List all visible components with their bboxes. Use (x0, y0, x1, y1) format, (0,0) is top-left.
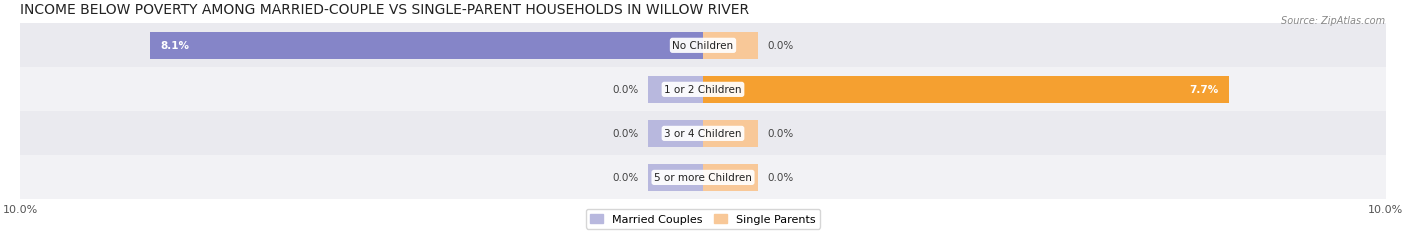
Text: Source: ZipAtlas.com: Source: ZipAtlas.com (1281, 16, 1385, 26)
Text: 0.0%: 0.0% (612, 129, 638, 139)
Bar (648, 164, 703, 191)
Bar (21, 24, 1385, 68)
Text: 0.0%: 0.0% (612, 85, 638, 95)
Bar (21, 156, 1385, 200)
Bar (21, 68, 1385, 112)
Legend: Married Couples, Single Parents: Married Couples, Single Parents (586, 209, 820, 228)
Text: 8.1%: 8.1% (160, 41, 190, 51)
Text: 0.0%: 0.0% (768, 129, 794, 139)
Bar (150, 33, 703, 59)
Bar (703, 121, 758, 147)
Text: 5 or more Children: 5 or more Children (654, 173, 752, 183)
Text: 3 or 4 Children: 3 or 4 Children (664, 129, 742, 139)
Text: 7.7%: 7.7% (1189, 85, 1219, 95)
Bar (703, 77, 1229, 103)
Text: INCOME BELOW POVERTY AMONG MARRIED-COUPLE VS SINGLE-PARENT HOUSEHOLDS IN WILLOW : INCOME BELOW POVERTY AMONG MARRIED-COUPL… (21, 3, 749, 17)
Text: 0.0%: 0.0% (612, 173, 638, 183)
Text: 0.0%: 0.0% (768, 41, 794, 51)
Text: No Children: No Children (672, 41, 734, 51)
Bar (703, 164, 758, 191)
Text: 1 or 2 Children: 1 or 2 Children (664, 85, 742, 95)
Text: 0.0%: 0.0% (768, 173, 794, 183)
Bar (703, 33, 758, 59)
Bar (648, 77, 703, 103)
Bar (21, 112, 1385, 156)
Bar (648, 121, 703, 147)
